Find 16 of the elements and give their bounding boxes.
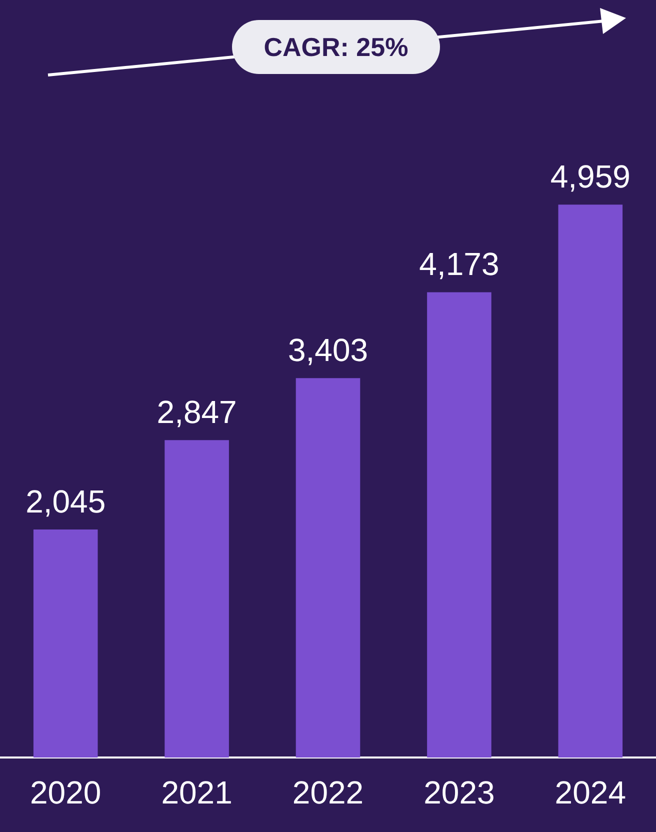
data-label: 3,403 — [288, 332, 368, 368]
bar — [164, 440, 229, 758]
x-tick-label: 2021 — [161, 774, 232, 811]
x-tick-label: 2024 — [554, 774, 626, 811]
x-tick-label: 2022 — [292, 774, 364, 811]
bar — [427, 292, 492, 758]
text: CAGR: 25% — [232, 20, 440, 74]
bar — [296, 378, 360, 758]
data-label: 2,045 — [26, 483, 106, 520]
x-tick-label: 2023 — [424, 774, 495, 811]
data-label: 2,847 — [156, 394, 237, 430]
bar — [33, 530, 98, 758]
x-tick-label: 2020 — [30, 774, 102, 811]
data-label: 4,959 — [550, 158, 630, 194]
data-label: 4,173 — [419, 246, 500, 282]
bar — [558, 204, 623, 758]
